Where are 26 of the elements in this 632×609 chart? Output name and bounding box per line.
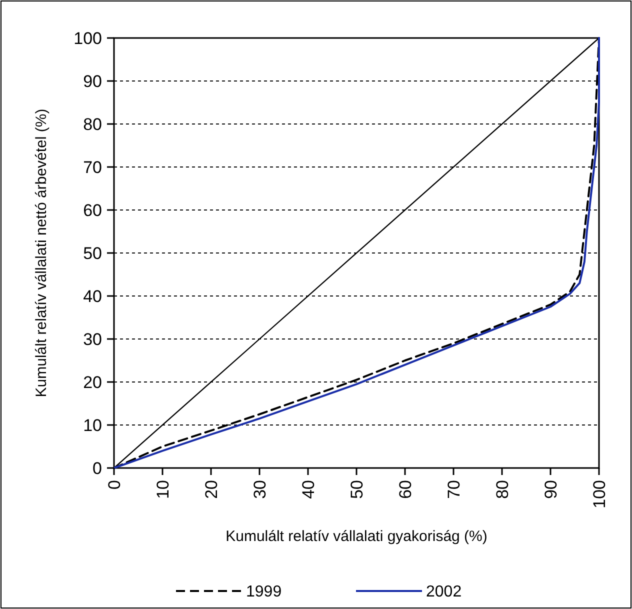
x-axis-title: Kumulált relatív vállalati gyakoriság (%) — [226, 528, 488, 545]
legend-label: 2002 — [426, 584, 462, 601]
legend-label: 1999 — [246, 584, 282, 601]
x-tick-label: 60 — [396, 480, 415, 499]
y-axis-title: Kumulált relatív vállalati nettó árbevétel (%) — [33, 108, 50, 398]
x-tick-label: 70 — [444, 480, 464, 499]
y-tick-label: 20 — [83, 372, 102, 392]
x-tick-label: 100 — [590, 480, 609, 508]
x-tick-label: 50 — [347, 480, 366, 499]
y-tick-label: 90 — [83, 72, 102, 91]
y-tick-label: 30 — [83, 330, 102, 349]
y-tick-label: 60 — [83, 200, 102, 220]
y-tick-label: 40 — [83, 286, 102, 306]
x-tick-label: 10 — [153, 480, 172, 499]
y-tick-label: 100 — [74, 28, 102, 48]
y-tick-label: 50 — [83, 244, 102, 263]
y-tick-label: 10 — [83, 416, 102, 435]
y-tick-label: 80 — [83, 114, 102, 134]
x-tick-label: 0 — [104, 480, 124, 490]
x-tick-label: 20 — [202, 480, 221, 499]
x-tick-label: 80 — [492, 480, 512, 499]
x-tick-label: 40 — [298, 480, 318, 499]
x-tick-label: 90 — [541, 480, 560, 499]
y-tick-label: 0 — [92, 458, 102, 478]
y-tick-label: 70 — [83, 158, 102, 177]
x-tick-label: 30 — [250, 480, 270, 499]
